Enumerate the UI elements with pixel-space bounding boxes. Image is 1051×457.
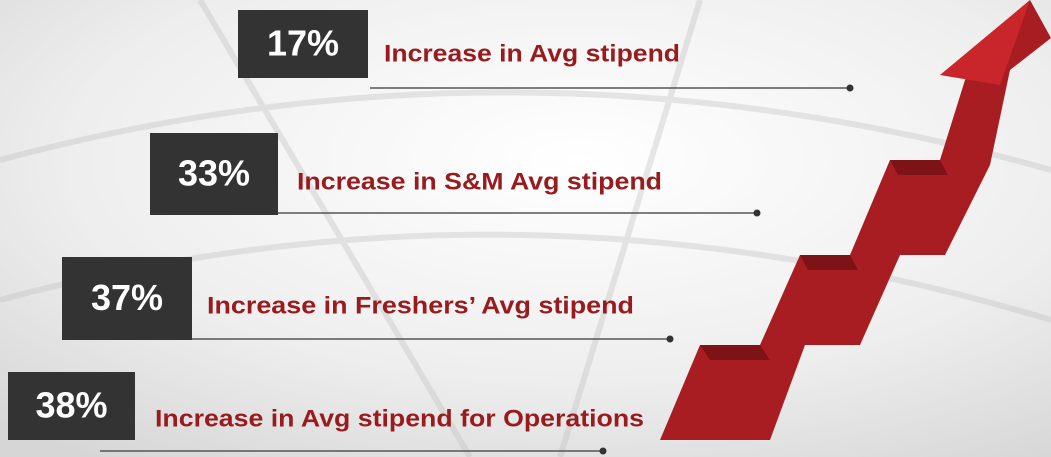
divider-dot xyxy=(753,209,761,217)
item-label: Increase in Avg stipend xyxy=(384,40,680,67)
divider-dot xyxy=(599,447,607,455)
percent-text: 33% xyxy=(178,153,250,194)
staircase-arrow xyxy=(660,0,1051,440)
percent-text: 38% xyxy=(35,385,107,426)
divider-dot xyxy=(666,335,674,343)
item-label: Increase in Freshers’ Avg stipend xyxy=(207,292,634,319)
percent-box xyxy=(8,372,135,440)
percent-box xyxy=(238,10,368,78)
divider-dot xyxy=(846,84,854,92)
item-label: Increase in S&M Avg stipend xyxy=(297,168,662,195)
percent-box xyxy=(150,133,278,215)
percent-text: 37% xyxy=(91,277,163,318)
item-label: Increase in Avg stipend for Operations xyxy=(155,405,644,432)
percent-box xyxy=(62,257,192,340)
percent-text: 17% xyxy=(267,23,339,64)
